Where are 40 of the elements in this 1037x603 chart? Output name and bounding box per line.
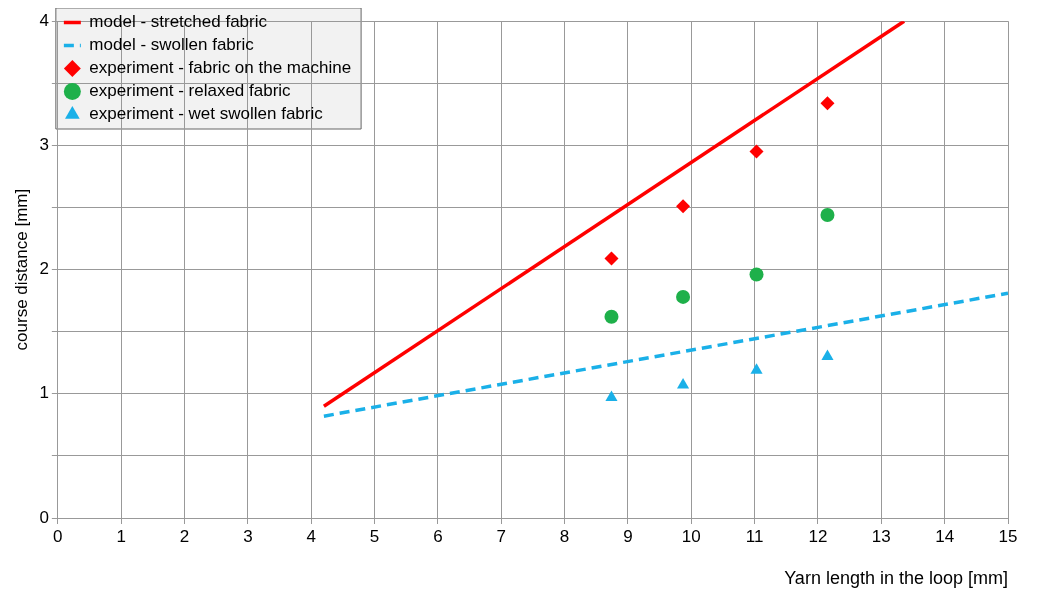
point bbox=[820, 207, 835, 222]
point bbox=[750, 363, 763, 374]
y-tick-label: 4 bbox=[39, 10, 49, 30]
point bbox=[604, 309, 619, 324]
x-tick-label: 1 bbox=[116, 526, 126, 546]
x-tick-label: 8 bbox=[559, 526, 570, 546]
point bbox=[604, 251, 619, 266]
point bbox=[749, 267, 764, 282]
x-tick-label: 15 bbox=[998, 526, 1018, 546]
x-tick-label: 10 bbox=[681, 526, 701, 546]
x-tick-label: 2 bbox=[179, 526, 190, 546]
x-tick-label: 14 bbox=[935, 526, 955, 546]
x-tick-label: 9 bbox=[623, 526, 633, 546]
x-tick-label: 12 bbox=[808, 526, 828, 546]
legend-label: experiment - wet swollen fabric bbox=[89, 104, 324, 124]
point bbox=[676, 199, 691, 214]
legend-label: experiment - fabric on the machine bbox=[89, 58, 352, 78]
point bbox=[676, 289, 691, 304]
x-tick-label: 4 bbox=[306, 526, 316, 546]
x-tick-label: 13 bbox=[871, 526, 891, 546]
legend-label: experiment - relaxed fabric bbox=[89, 81, 292, 101]
point bbox=[821, 349, 834, 361]
point bbox=[676, 378, 690, 389]
legend-label: model - swollen fabric bbox=[89, 35, 255, 55]
x-tick-label: 11 bbox=[745, 526, 764, 546]
point bbox=[749, 144, 764, 159]
y-tick-label: 1 bbox=[39, 383, 49, 403]
point bbox=[820, 96, 835, 111]
point bbox=[605, 390, 618, 402]
x-tick-label: 7 bbox=[496, 526, 506, 546]
x-tick-label: 6 bbox=[433, 526, 443, 546]
y-tick-label: 2 bbox=[39, 259, 49, 279]
legend-label: model - stretched fabric bbox=[89, 12, 268, 32]
x-tick-label: 5 bbox=[369, 526, 380, 546]
y-axis-title: course distance [mm] bbox=[11, 188, 31, 351]
x-axis-title: Yarn length in the loop [mm] bbox=[784, 568, 1008, 589]
y-tick-label: 3 bbox=[39, 135, 49, 155]
y-tick-label: 0 bbox=[39, 507, 49, 527]
x-tick-label: 3 bbox=[243, 526, 253, 546]
x-tick-label: 0 bbox=[53, 526, 63, 546]
